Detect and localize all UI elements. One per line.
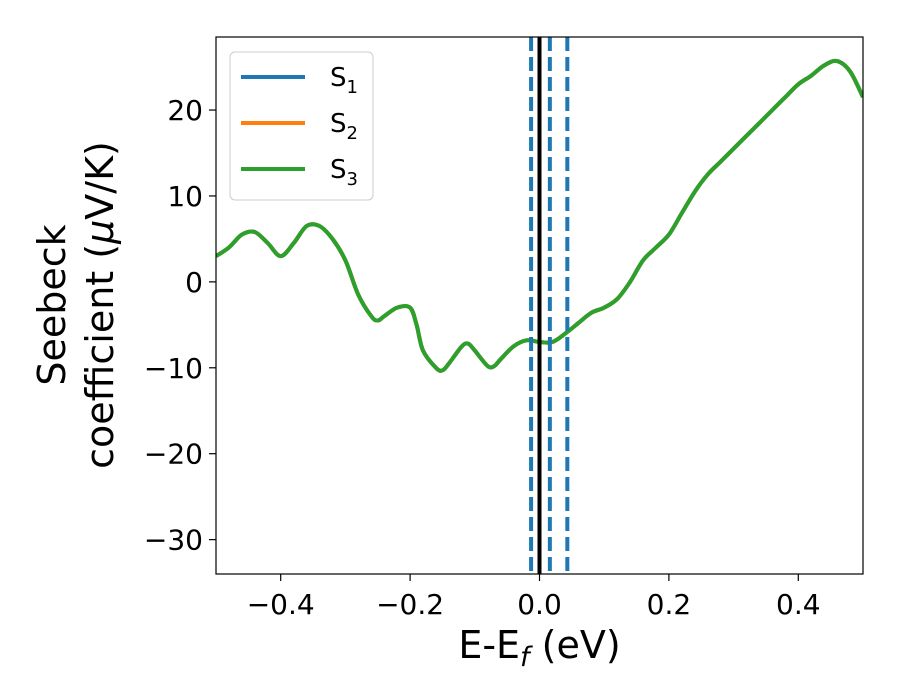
y-axis-title: Seebeck coefficient (μV/K) bbox=[30, 141, 122, 469]
x-axis: −0.4 −0.2 0.0 0.2 0.4 bbox=[247, 574, 821, 621]
y-axis: −30 −20 −10 0 10 20 bbox=[144, 94, 216, 557]
x-axis-title: E-Ef (eV) bbox=[458, 623, 620, 673]
legend-label-s3: S3 bbox=[330, 155, 358, 190]
series-line-s3 bbox=[216, 58, 863, 373]
y-tick-label: −10 bbox=[144, 352, 203, 385]
x-tick-label: −0.4 bbox=[247, 588, 315, 621]
y-tick-label: 20 bbox=[167, 94, 203, 127]
x-tick-label: 0.0 bbox=[517, 588, 562, 621]
x-tick-label: 0.2 bbox=[647, 588, 692, 621]
y-tick-label: 0 bbox=[185, 266, 203, 299]
legend-box bbox=[229, 51, 374, 201]
plot-layer bbox=[216, 37, 863, 574]
legend-label-s2: S2 bbox=[330, 109, 358, 144]
y-axis-title-line2: coefficient (μV/K) bbox=[78, 141, 122, 469]
legend: S1 S2 S3 bbox=[229, 51, 374, 201]
y-tick-label: −20 bbox=[144, 438, 203, 471]
y-tick-label: −30 bbox=[144, 524, 203, 557]
x-tick-label: 0.4 bbox=[776, 588, 821, 621]
y-axis-title-line1: Seebeck bbox=[30, 224, 74, 385]
legend-label-s1: S1 bbox=[330, 63, 358, 98]
x-tick-label: −0.2 bbox=[376, 588, 444, 621]
y-tick-label: 10 bbox=[167, 180, 203, 213]
